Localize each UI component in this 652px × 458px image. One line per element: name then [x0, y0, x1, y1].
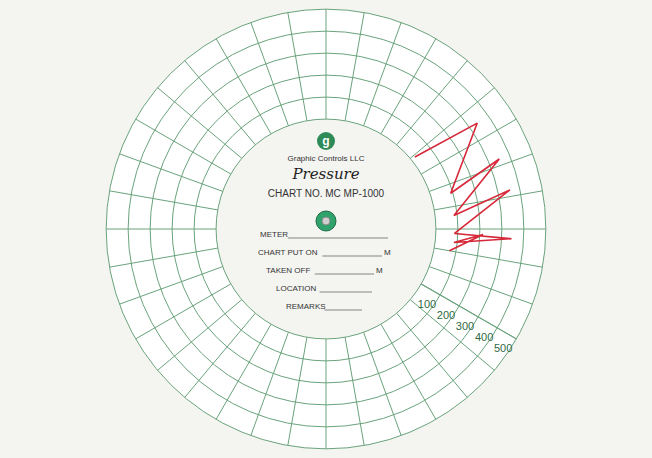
svg-text:Pressure: Pressure [291, 165, 359, 183]
svg-text:CHART PUT ON: CHART PUT ON [258, 248, 318, 257]
svg-text:LOCATION: LOCATION [276, 284, 317, 293]
svg-text:CHART NO. MC MP-1000: CHART NO. MC MP-1000 [268, 188, 385, 199]
svg-text:M: M [384, 248, 391, 257]
svg-text:300: 300 [456, 320, 474, 332]
svg-text:TAKEN OFF: TAKEN OFF [266, 266, 310, 275]
svg-text:Graphic Controls LLC: Graphic Controls LLC [288, 154, 365, 163]
svg-text:400: 400 [475, 331, 493, 343]
svg-text:METER: METER [260, 230, 288, 239]
svg-text:g: g [322, 134, 329, 148]
svg-text:100: 100 [418, 298, 436, 310]
svg-text:200: 200 [437, 309, 455, 321]
svg-text:500: 500 [494, 342, 512, 354]
svg-text:REMARKS: REMARKS [286, 302, 326, 311]
svg-text:M: M [376, 266, 383, 275]
